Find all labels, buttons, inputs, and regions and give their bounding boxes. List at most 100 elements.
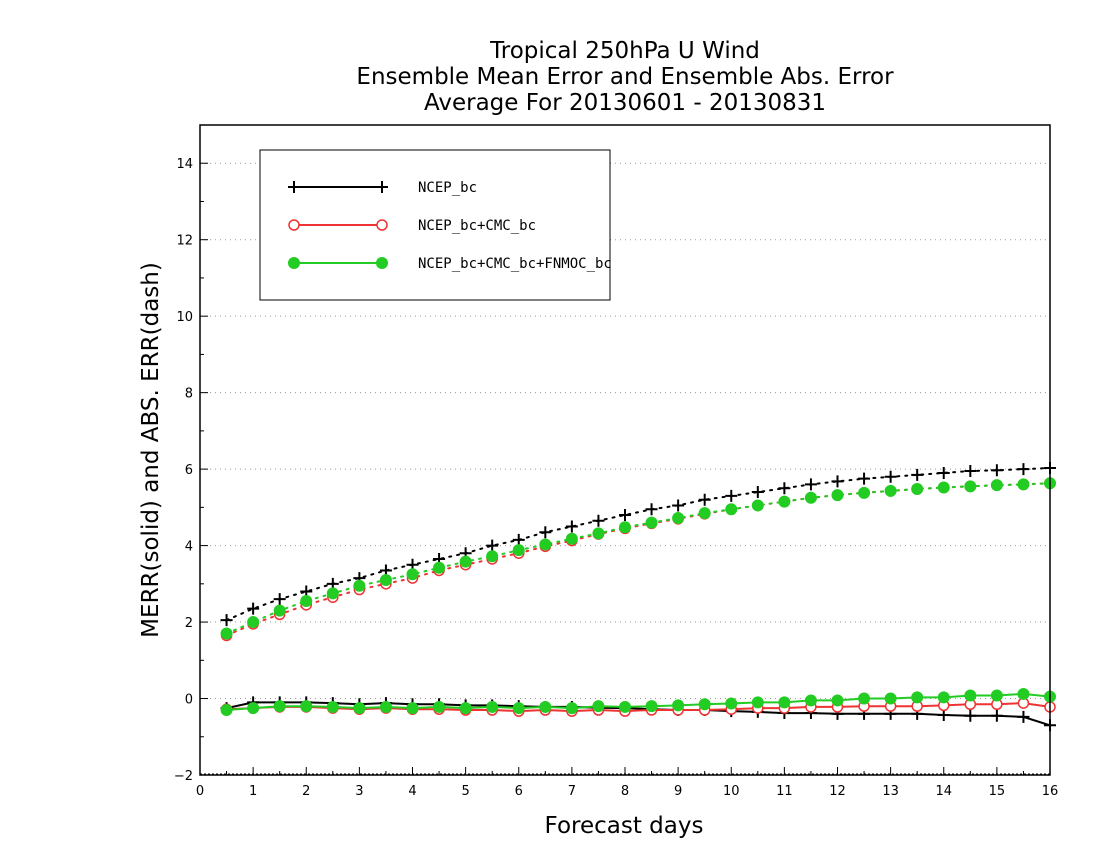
merr-point [326,700,339,713]
abs-err-point [645,516,658,529]
merr-point [884,692,897,705]
abs-err-point [778,482,791,495]
x-tick-label: 3 [355,784,363,799]
abs-err-point [990,479,1003,492]
legend-marker [288,219,300,231]
merr-point [1017,710,1030,723]
abs-err-point [565,532,578,545]
merr-point [433,700,446,713]
abs-err-point [486,550,499,563]
abs-err-point [645,503,658,516]
merr-point [592,700,605,713]
legend-label: NCEP_bc+CMC_bc [418,218,536,234]
abs-err-point [379,574,392,586]
legend-marker [376,219,388,231]
merr-point [406,702,419,715]
x-tick-label: 8 [621,784,629,799]
merr-point [858,692,871,705]
x-tick-label: 0 [196,784,204,799]
x-tick-label: 9 [674,784,682,799]
abs-err-point [725,489,738,502]
merr-point [964,709,977,722]
x-tick-label: 2 [302,784,310,799]
x-axis: 0 1 2 3 4 5 6 7 8 9 10 11 12 13 14 15 16 [196,767,1058,799]
abs-err-point [1017,463,1030,476]
y-tick-label: −2 [174,769,193,784]
legend-label: NCEP_bc+CMC_bc+FNMOC_bc [418,256,612,272]
merr-point [937,691,950,704]
abs-err-point [247,602,260,615]
x-axis-label: Forecast days [545,813,704,839]
abs-err-point [751,499,764,512]
merr-point [698,698,711,711]
merr-point [353,702,366,715]
abs-err-point [911,468,924,481]
merr-point [990,689,1003,702]
x-tick-label: 14 [935,784,952,799]
abs-err-point [512,533,525,546]
y-tick-label: 6 [185,463,193,478]
abs-err-point [698,493,711,506]
abs-err-point [433,561,446,574]
abs-err-point [353,579,366,592]
merr-point [804,694,817,707]
x-tick-label: 15 [989,784,1006,799]
merr-line [226,692,1051,711]
merr-point [379,700,392,713]
abs-err-point [539,538,552,551]
legend-label: NCEP_bc [418,180,477,196]
abs-err-point [858,486,871,499]
abs-err-point [273,593,286,606]
merr-point [459,702,472,715]
legend-marker [288,257,300,269]
abs-err-point [326,587,339,600]
abs-err-point [937,466,950,479]
abs-err-point [884,470,897,483]
x-tick-label: 12 [829,784,846,799]
abs-err-point [406,568,419,581]
legend-marker [376,181,388,193]
legend: NCEP_bc NCEP_bc+CMC_bc NCEP_bc+CMC_bc+FNMO… [259,149,612,301]
abs-err-point [486,539,499,552]
abs-err-point [884,484,897,497]
merr-point [565,702,578,715]
abs-err-point [592,527,605,540]
merr-point [619,700,631,713]
abs-err-line [225,482,1051,635]
merr-point [725,697,738,710]
x-tick-label: 11 [776,784,793,799]
abs-err-line [225,482,1051,637]
abs-err-point [592,514,605,527]
abs-err-point [273,604,286,617]
merr-point [486,700,499,713]
merr-point [645,700,658,713]
x-tick-label: 1 [249,784,257,799]
abs-err-point [964,480,977,493]
abs-err-point [512,544,525,557]
y-tick-label: 12 [176,234,193,249]
merr-point [273,700,286,713]
abs-err-point [937,481,950,494]
abs-err-point [831,475,844,488]
chart-title: Tropical 250hPa U Wind Ensemble Mean Err… [356,38,894,116]
series-3 [220,477,1056,716]
abs-err-point [911,483,924,495]
merr-point [300,700,313,713]
abs-err-point [804,491,817,504]
y-tick-label: 10 [176,310,193,325]
merr-point [990,709,1003,722]
y-tick-label: 2 [185,616,193,631]
title-line-2: Ensemble Mean Error and Ensemble Abs. Er… [356,64,894,90]
y-tick-label: 4 [185,540,193,555]
series-1 [220,461,1056,732]
abs-err-point [619,509,631,521]
merr-point [247,702,260,715]
x-tick-label: 10 [723,784,740,799]
abs-err-point [619,521,631,534]
merr-point [672,699,685,712]
legend-marker [376,257,388,269]
abs-err-point [725,503,738,516]
abs-err-point [672,512,685,525]
abs-err-point [220,627,233,640]
